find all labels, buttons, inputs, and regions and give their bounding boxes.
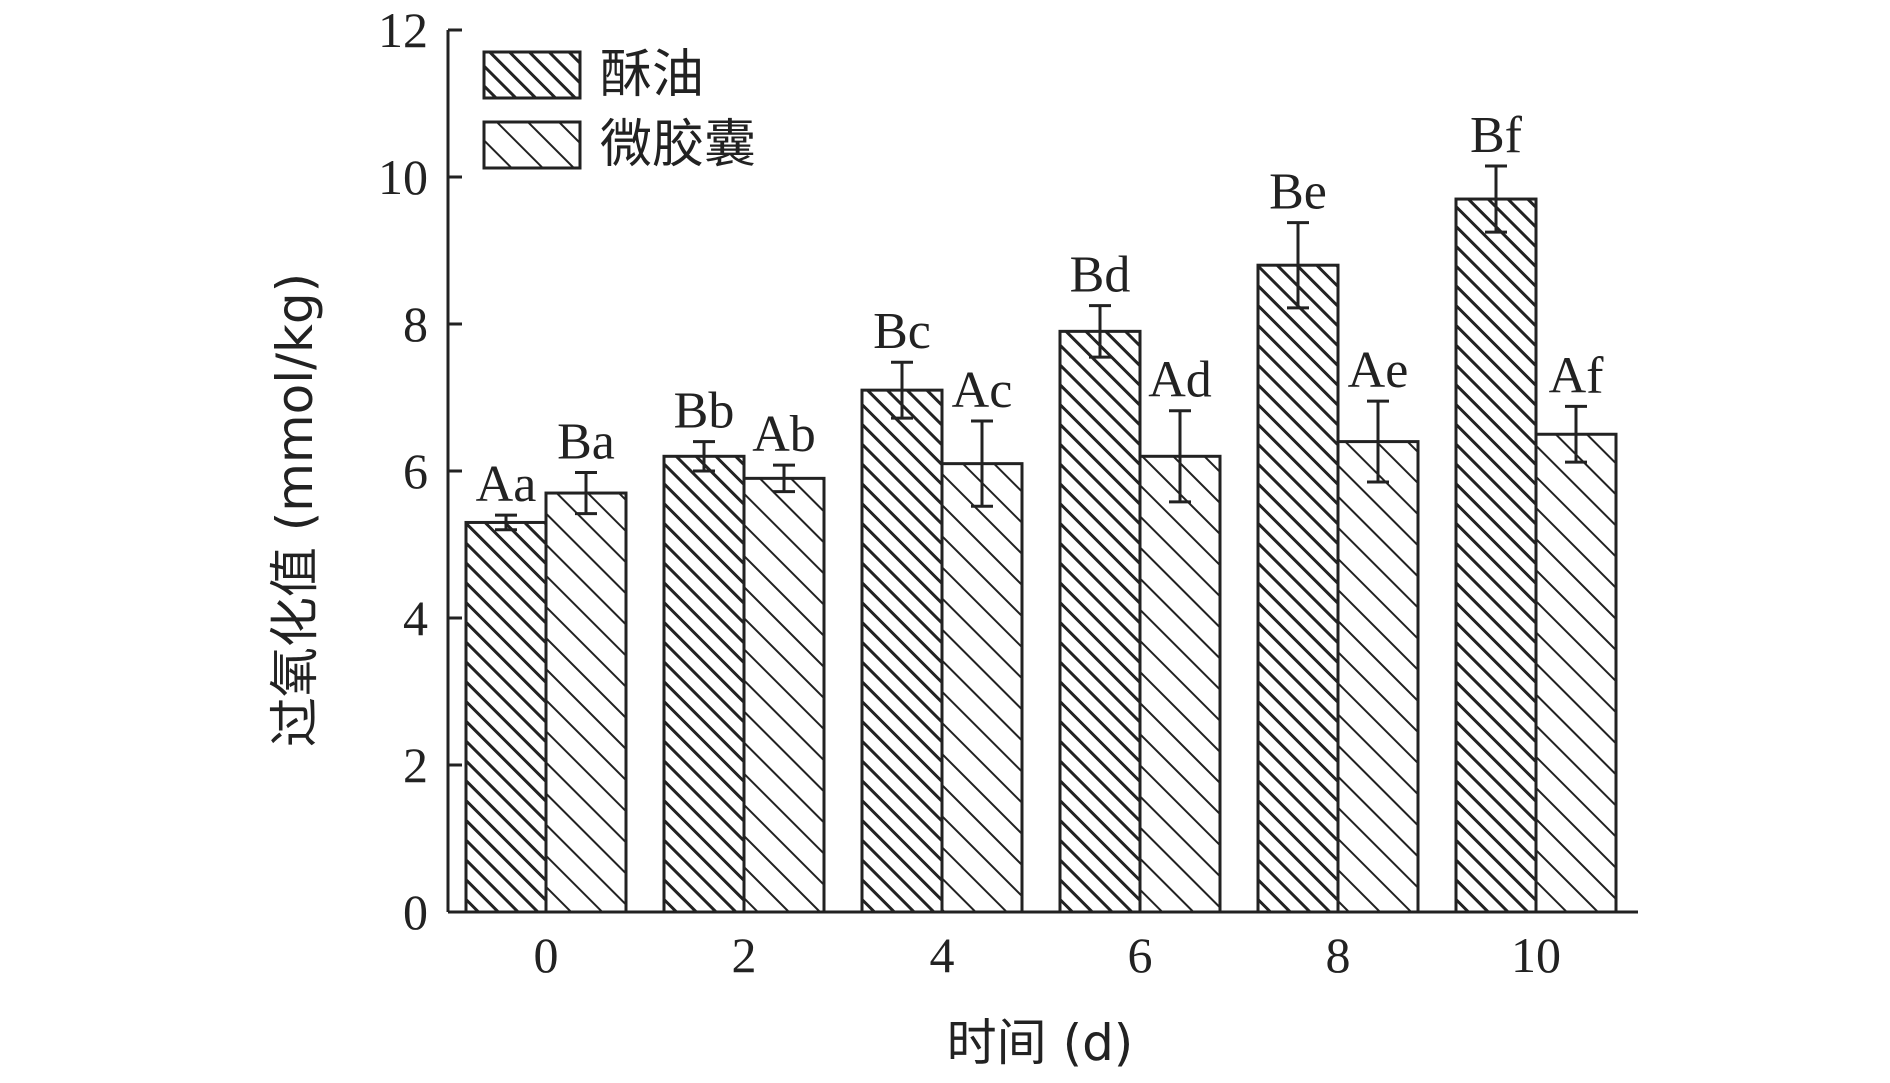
bar-label-series-0-cat-0: Aa bbox=[476, 456, 537, 513]
bar-label-series-0-cat-4: Bc bbox=[873, 303, 931, 360]
bar-series-1-cat-10 bbox=[1534, 432, 1618, 914]
bar-series-1-cat-2 bbox=[742, 476, 826, 914]
y-tick-label-8: 8 bbox=[403, 296, 428, 352]
bar-series-0-cat-6 bbox=[1058, 329, 1142, 914]
bar-series-1-cat-4 bbox=[940, 462, 1024, 914]
bar-label-series-1-cat-10: Af bbox=[1549, 347, 1605, 404]
bar-labels-layer: Aa Ba Bb Ab Bc Ac Bd Ad Be Ae Bf Af bbox=[476, 107, 1604, 513]
error-bars-layer bbox=[495, 164, 1587, 532]
y-tick-label-0: 0 bbox=[403, 884, 428, 940]
x-tick-label-2: 2 bbox=[732, 927, 757, 983]
bar-label-series-1-cat-0: Ba bbox=[557, 413, 615, 470]
bar-label-series-1-cat-2: Ab bbox=[752, 406, 816, 463]
legend-swatch-series-0 bbox=[482, 50, 582, 100]
bar-series-1-cat-0 bbox=[544, 491, 628, 914]
bar-series-0-cat-10 bbox=[1454, 197, 1538, 914]
y-axis-title: 过氧化值 (mmol/kg) bbox=[266, 273, 324, 747]
bar-label-series-0-cat-2: Bb bbox=[674, 383, 735, 440]
x-axis-title: 时间 (d) bbox=[947, 1014, 1134, 1072]
x-tick-label-10: 10 bbox=[1511, 927, 1561, 983]
bar-series-0-cat-8 bbox=[1256, 263, 1340, 914]
y-tick-label-4: 4 bbox=[403, 590, 428, 646]
bar-label-series-0-cat-8: Be bbox=[1269, 164, 1327, 221]
x-tick-label-6: 6 bbox=[1128, 927, 1153, 983]
bar-series-1-cat-6 bbox=[1138, 454, 1222, 914]
bar-series-0-cat-2 bbox=[662, 454, 746, 914]
bar-series-1-cat-8 bbox=[1336, 440, 1420, 914]
bar-label-series-1-cat-4: Ac bbox=[952, 362, 1013, 419]
bar-label-series-0-cat-10: Bf bbox=[1470, 107, 1523, 164]
bar-label-series-1-cat-8: Ae bbox=[1348, 342, 1409, 399]
y-tick-label-10: 10 bbox=[378, 149, 428, 205]
bar-label-series-1-cat-6: Ad bbox=[1148, 352, 1212, 409]
x-tick-label-8: 8 bbox=[1326, 927, 1351, 983]
bar-series-0-cat-4 bbox=[860, 388, 944, 914]
axes: 0 2 4 6 8 10 0 2 4 6 8 10 12 bbox=[378, 2, 1638, 983]
y-tick-label-2: 2 bbox=[403, 737, 428, 793]
y-tick-label-12: 12 bbox=[378, 2, 428, 58]
legend-label-series-0: 酥油 bbox=[600, 45, 704, 105]
y-tick-label-6: 6 bbox=[403, 443, 428, 499]
legend-label-series-1: 微胶囊 bbox=[600, 115, 756, 175]
x-tick-label-0: 0 bbox=[534, 927, 559, 983]
legend-swatch-series-1 bbox=[482, 120, 582, 170]
x-tick-label-4: 4 bbox=[930, 927, 955, 983]
bar-series-0-cat-0 bbox=[464, 520, 548, 914]
bar-label-series-0-cat-6: Bd bbox=[1070, 247, 1131, 304]
bars-layer bbox=[464, 197, 1618, 914]
